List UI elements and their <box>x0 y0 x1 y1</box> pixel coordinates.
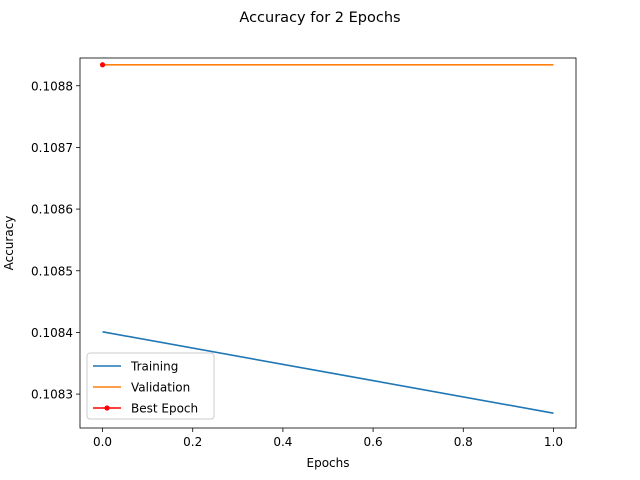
x-tick-label: 0.8 <box>454 435 473 449</box>
x-tick-label: 0.0 <box>93 435 112 449</box>
y-tick-label: 0.1086 <box>31 203 73 217</box>
training-line <box>102 331 554 414</box>
y-tick-label: 0.1088 <box>31 79 73 93</box>
y-tick-label: 0.1083 <box>31 388 73 402</box>
y-tick-label: 0.1084 <box>31 326 73 340</box>
axes-frame <box>79 57 577 429</box>
legend-label-best-epoch: Best Epoch <box>131 402 198 416</box>
chart-title: Accuracy for 2 Epochs <box>239 10 400 26</box>
series-layer <box>99 62 554 414</box>
best-epoch-point <box>99 62 106 68</box>
legend: Training Validation Best Epoch <box>86 352 215 420</box>
x-axis-ticks: 0.0 0.2 0.4 0.6 0.8 1.0 <box>93 428 563 449</box>
y-axis-ticks: 0.1083 0.1084 0.1085 0.1086 0.1087 0.1088 <box>31 79 80 402</box>
x-tick-label: 0.2 <box>183 435 202 449</box>
x-tick-label: 0.6 <box>364 435 383 449</box>
plot-area <box>79 57 577 429</box>
legend-marker-best-epoch <box>104 405 110 411</box>
y-axis-label: Accuracy <box>2 216 16 271</box>
x-tick-label: 1.0 <box>544 435 563 449</box>
x-axis-label: Epochs <box>307 456 350 470</box>
legend-items: Training Validation Best Epoch <box>93 360 198 416</box>
y-tick-label: 0.1085 <box>31 264 73 278</box>
y-tick-label: 0.1087 <box>31 141 73 155</box>
legend-frame <box>86 352 215 420</box>
x-tick-label: 0.4 <box>273 435 292 449</box>
legend-label-validation: Validation <box>131 381 190 395</box>
legend-label-training: Training <box>130 360 178 374</box>
